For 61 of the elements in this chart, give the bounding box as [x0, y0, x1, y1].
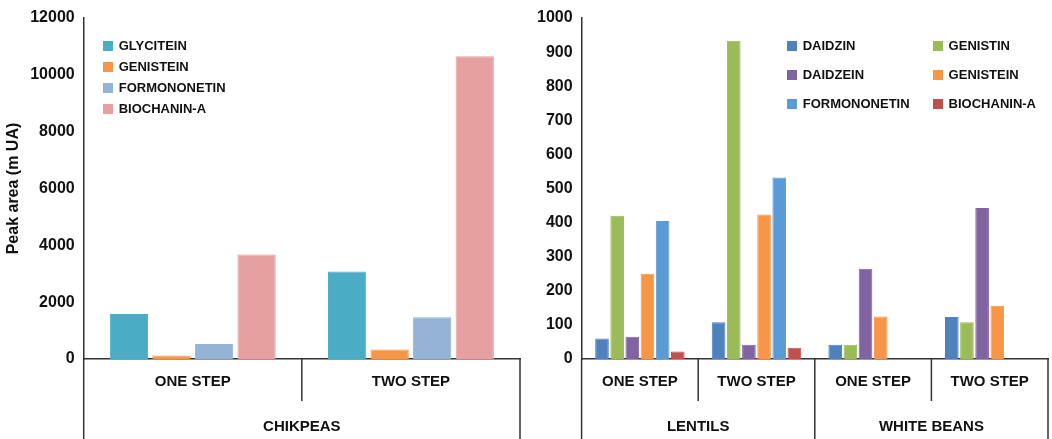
bar — [711, 322, 726, 359]
bar — [670, 351, 685, 359]
legend-label: DAIDZIN — [802, 38, 856, 53]
bar — [772, 177, 787, 359]
legend-label: BIOCHANIN-A — [118, 101, 207, 116]
bar — [655, 220, 670, 359]
bar — [726, 40, 741, 359]
y-tick-label: 0 — [563, 349, 573, 367]
bar — [610, 215, 624, 359]
legend-label: GLYCITEIN — [118, 38, 187, 53]
text: WHITE BEANS — [878, 417, 984, 435]
y-tick-label: 12000 — [30, 8, 75, 26]
x-tick-label: TWO STEP — [717, 372, 796, 390]
bar — [595, 338, 609, 359]
y-tick-label: 300 — [545, 247, 573, 265]
legend-label: FORMONONETIN — [802, 96, 910, 111]
y-tick-label: 400 — [545, 213, 573, 231]
bar — [413, 317, 452, 359]
bar — [625, 336, 640, 359]
y-tick-label: 200 — [545, 281, 573, 299]
bar — [975, 207, 989, 359]
y-axis-title: Peak area (m UA) — [4, 122, 22, 255]
y-tick-label: 700 — [545, 110, 573, 128]
bar — [327, 271, 367, 359]
bar — [990, 305, 1005, 359]
y-tick-label: 0 — [65, 349, 75, 367]
text: CHIKPEAS — [263, 417, 341, 435]
y-tick-label: 4000 — [39, 235, 75, 253]
y-tick-label: 2000 — [39, 292, 75, 310]
bar — [757, 214, 771, 359]
bar — [455, 56, 494, 359]
y-tick-label: 6000 — [39, 178, 75, 196]
text: LENTILS — [666, 417, 730, 435]
bar — [640, 273, 655, 359]
x-tick-label: TWO STEP — [371, 372, 451, 390]
y-tick-label: 600 — [545, 144, 573, 162]
bar — [370, 349, 409, 359]
bar — [237, 254, 276, 359]
legend-label: GENISTEIN — [948, 67, 1019, 82]
legend-label: DAIDZEIN — [802, 67, 865, 82]
legend-label: GENISTIN — [948, 38, 1011, 53]
x-tick-label: ONE STEP — [835, 372, 912, 390]
bar — [194, 343, 234, 359]
bar — [858, 268, 873, 359]
legend-label: FORMONONETIN — [118, 80, 226, 95]
legend-label: BIOCHANIN-A — [948, 96, 1036, 111]
x-tick-label: TWO STEP — [950, 372, 1029, 390]
bar — [109, 314, 149, 359]
bar — [944, 317, 959, 359]
bar — [960, 322, 974, 359]
x-tick-label: ONE STEP — [154, 372, 231, 390]
bar — [873, 316, 888, 359]
y-tick-label: 100 — [545, 315, 573, 333]
y-tick-label: 800 — [545, 76, 573, 94]
y-tick-label: 900 — [545, 42, 573, 60]
y-tick-label: 10000 — [30, 65, 75, 83]
x-tick-label: ONE STEP — [601, 372, 678, 390]
y-tick-label: 8000 — [39, 122, 75, 140]
y-tick-label: 1000 — [537, 8, 573, 26]
legend-label: GENISTEIN — [118, 59, 189, 74]
y-tick-label: 500 — [545, 178, 573, 196]
